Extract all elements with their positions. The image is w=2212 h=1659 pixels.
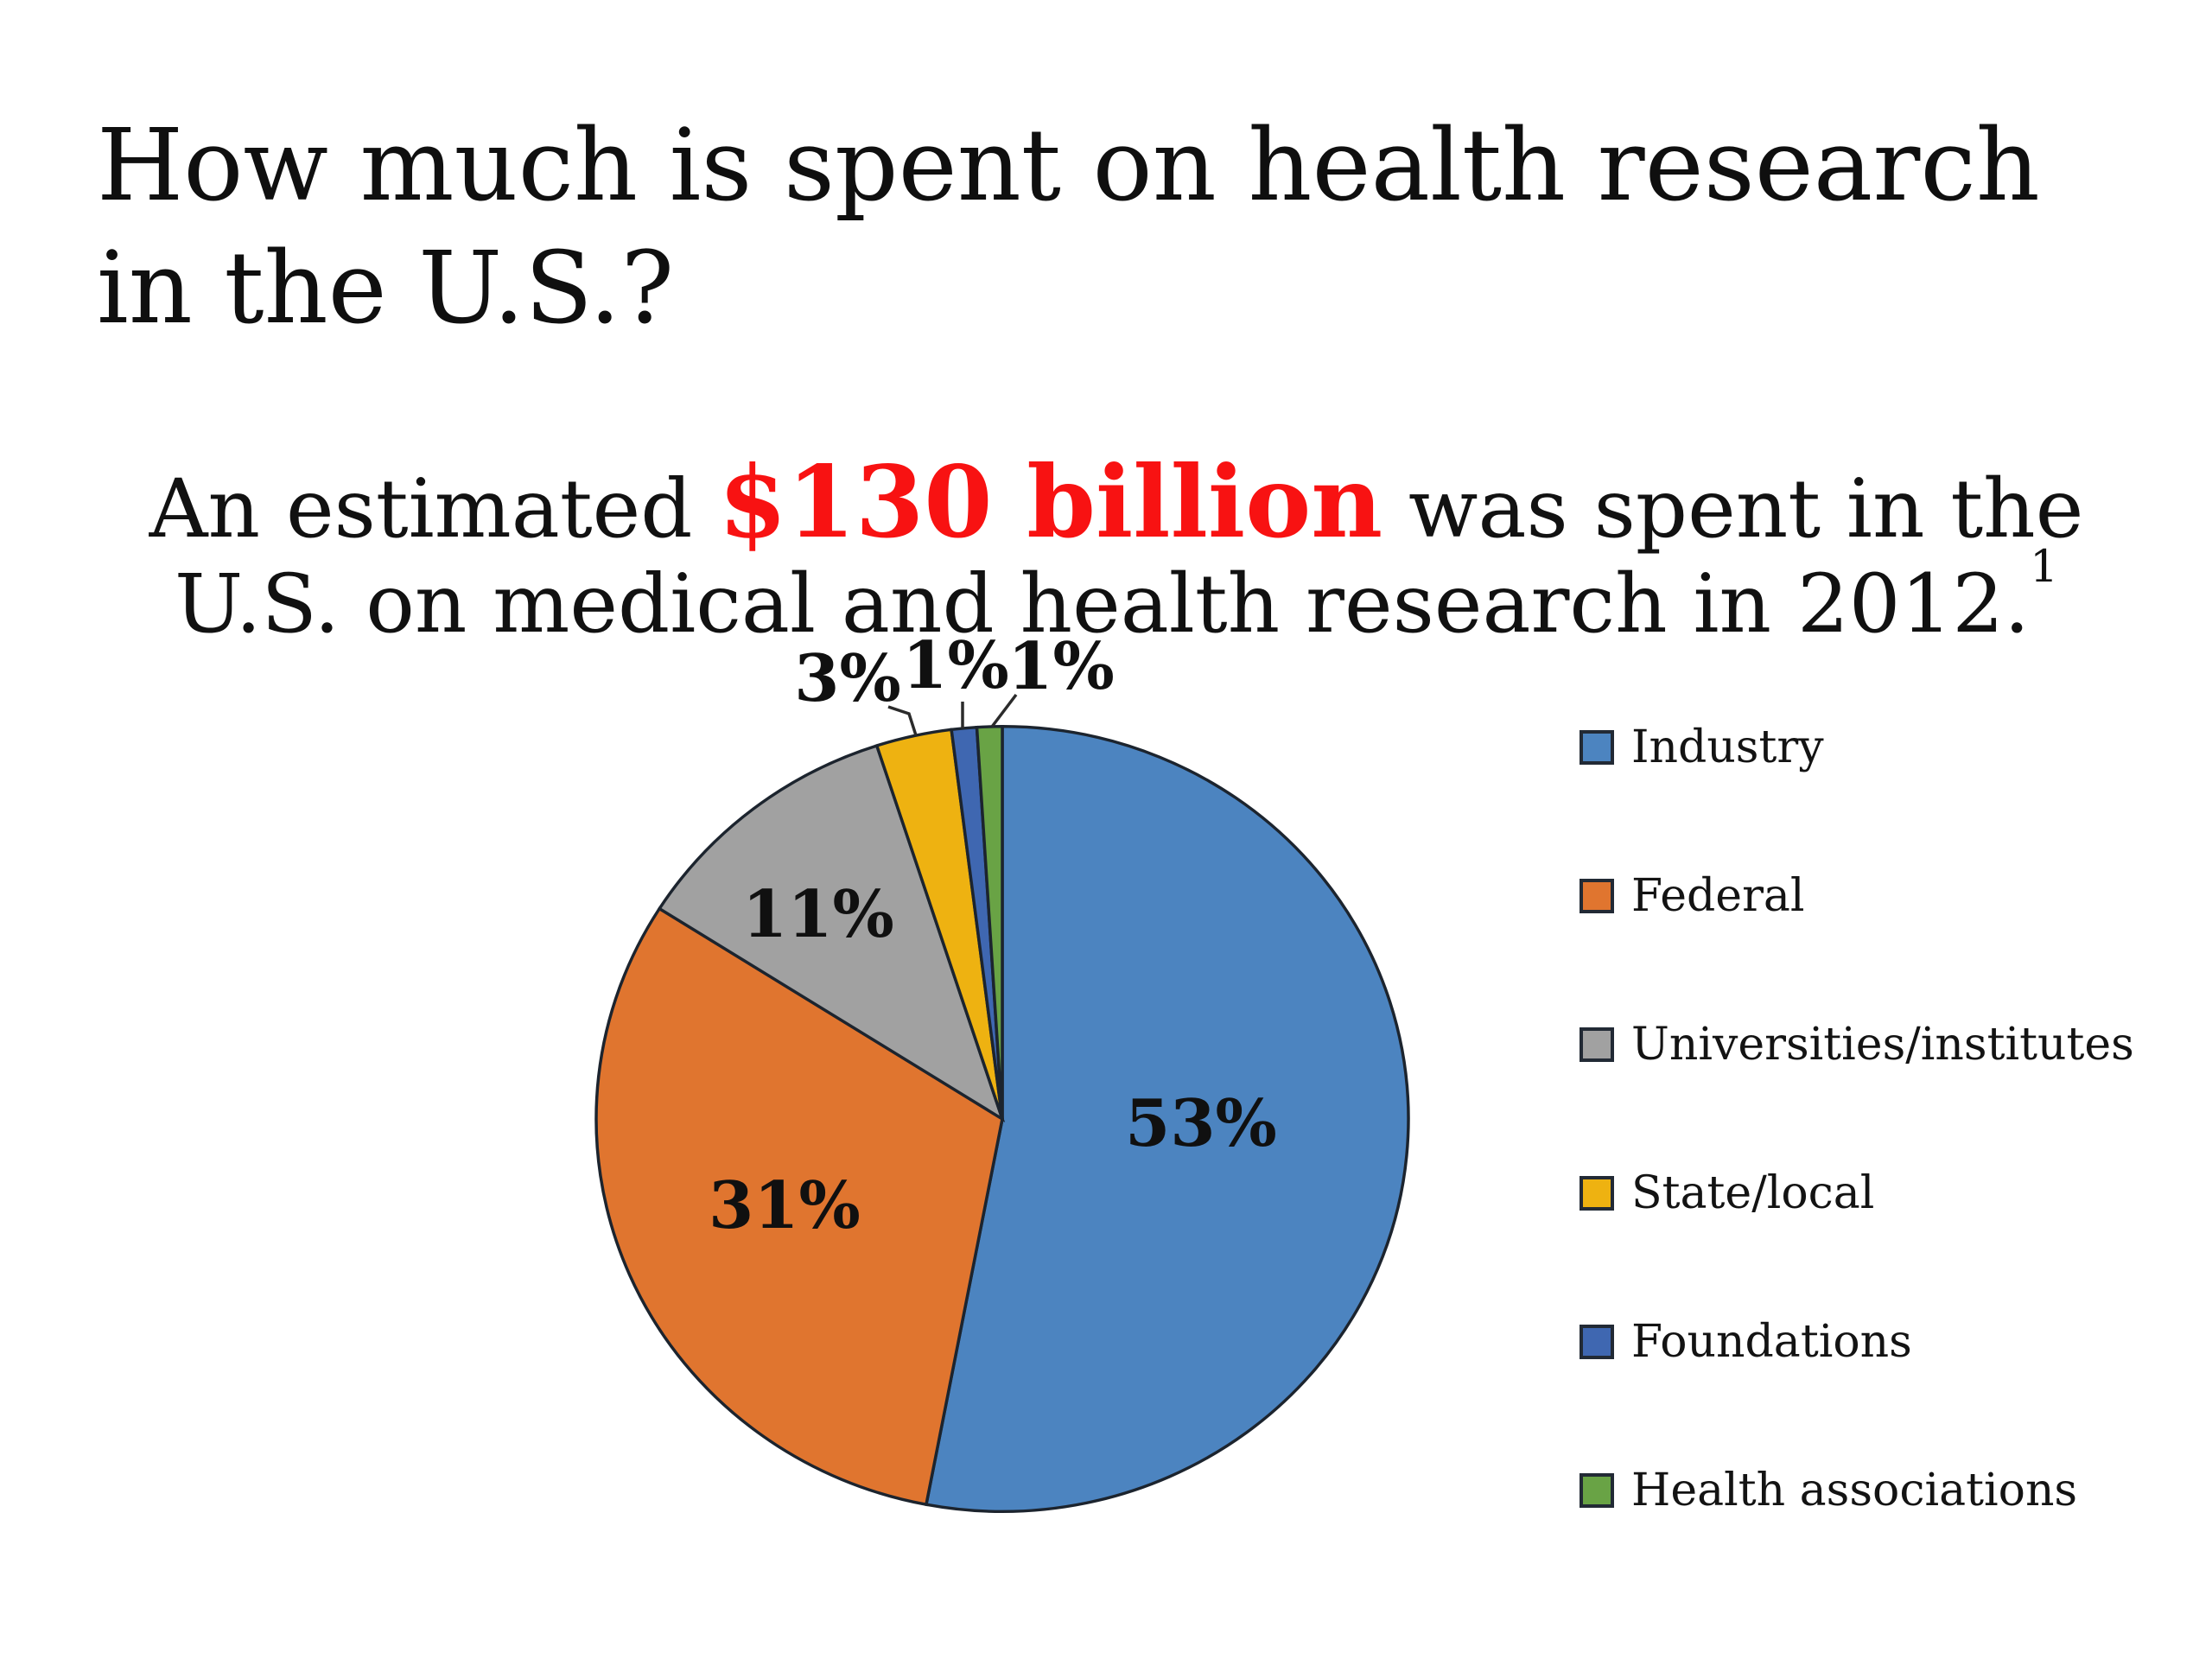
page-title: How much is spent on health research in t…	[97, 105, 2040, 350]
leader-line-health-associations	[990, 693, 1018, 728]
subtitle-line-2-text: U.S. on medical and health research in 2…	[175, 557, 2031, 652]
legend-swatch-industry-icon	[1580, 730, 1614, 765]
legend-item-federal: Federal	[1580, 870, 1805, 922]
legend-label-universities: Universities/institutes	[1631, 1019, 2134, 1071]
leader-lines	[887, 693, 1018, 736]
slice-label-federal: 31%	[709, 1167, 861, 1243]
legend-item-universities: Universities/institutes	[1580, 1019, 2134, 1071]
subtitle-prefix: An estimated	[149, 462, 719, 556]
slice-label-foundations: 1%	[902, 627, 1009, 703]
legend-label-state-local: State/local	[1631, 1167, 1875, 1219]
legend-swatch-universities-icon	[1580, 1027, 1614, 1062]
legend-item-health-associations: Health associations	[1580, 1465, 2077, 1516]
slice-label-universities: 11%	[742, 876, 894, 952]
subtitle-line-1: An estimated $130 billion was spent in t…	[140, 453, 2093, 551]
legend-swatch-state-local-icon	[1580, 1176, 1614, 1211]
legend-label-federal: Federal	[1631, 870, 1805, 922]
title-line-1: How much is spent on health research	[97, 108, 2040, 224]
slice-label-state-local: 3%	[794, 640, 901, 716]
pie-slices-group	[594, 725, 1410, 1513]
subtitle-line-2: U.S. on medical and health research in 2…	[140, 544, 2093, 645]
legend-item-foundations: Foundations	[1580, 1316, 1912, 1368]
pie-slice-universities-institutes	[657, 743, 1006, 1122]
title-line-2: in the U.S.?	[97, 231, 675, 346]
slice-label-health-associations: 1%	[1007, 628, 1115, 704]
legend-item-state-local: State/local	[1580, 1167, 1874, 1219]
footnote-superscript: 1	[2030, 540, 2058, 593]
legend-item-industry: Industry	[1580, 721, 1824, 773]
slice-label-industry: 53%	[1125, 1085, 1277, 1161]
legend-swatch-foundations-icon	[1580, 1325, 1614, 1359]
pie-slice-health-associations	[975, 725, 1004, 1120]
legend-swatch-health-associations-icon	[1580, 1473, 1614, 1508]
legend-swatch-federal-icon	[1580, 879, 1614, 913]
legend-label-industry: Industry	[1631, 721, 1824, 773]
subtitle-suffix: was spent in the	[1382, 462, 2084, 556]
legend-label-health-associations: Health associations	[1631, 1465, 2078, 1516]
subtitle-highlight-amount: $130 billion	[718, 444, 1383, 560]
leader-line-state-local	[887, 705, 918, 736]
pie-slice-industry	[924, 725, 1410, 1513]
legend-label-foundations: Foundations	[1631, 1316, 1912, 1368]
